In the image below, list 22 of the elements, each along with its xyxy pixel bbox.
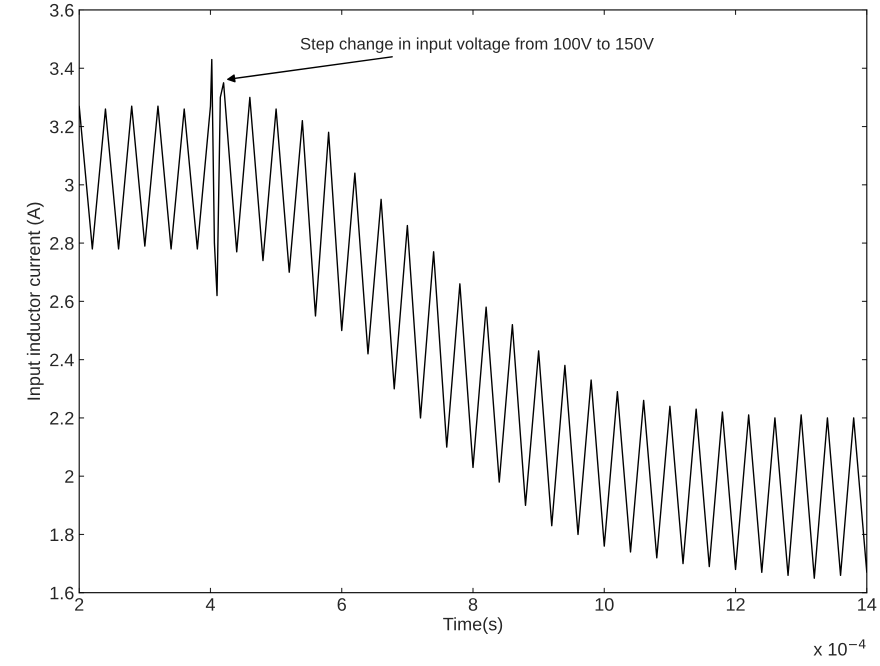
x-tick-label: 12 — [726, 598, 745, 611]
y-tick-label: 3.6 — [50, 4, 74, 17]
y-tick-label: 3 — [64, 178, 74, 192]
y-tick-label: 3.4 — [50, 62, 74, 75]
x-tick-label: 4 — [206, 598, 215, 611]
text: x 10$^{−4}$ — [814, 639, 866, 656]
x-tick-label: 6 — [338, 598, 346, 611]
x-axis-title: Time(s) — [443, 617, 502, 634]
y-tick-label: 2 — [65, 470, 74, 483]
annotation: Step change in input voltage from 100V to 150V — [300, 37, 654, 53]
y-tick-label: 2.4 — [50, 354, 74, 366]
y-tick-label: 2.8 — [50, 237, 74, 250]
y-axis-title: Input inductor current (A) — [26, 202, 44, 400]
y-tick-label: 3.2 — [50, 120, 74, 134]
y-tick-label: 2.6 — [50, 295, 74, 308]
x-tick-label: 8 — [468, 598, 478, 611]
y-tick-label: 2.2 — [50, 412, 74, 424]
x-tick-label: 2 — [75, 598, 84, 611]
x-tick-label: 10 — [596, 598, 614, 611]
y-tick-label: 1.6 — [50, 586, 74, 600]
x-tick-label: 14 — [858, 598, 876, 611]
y-tick-label: 1.8 — [50, 528, 74, 542]
